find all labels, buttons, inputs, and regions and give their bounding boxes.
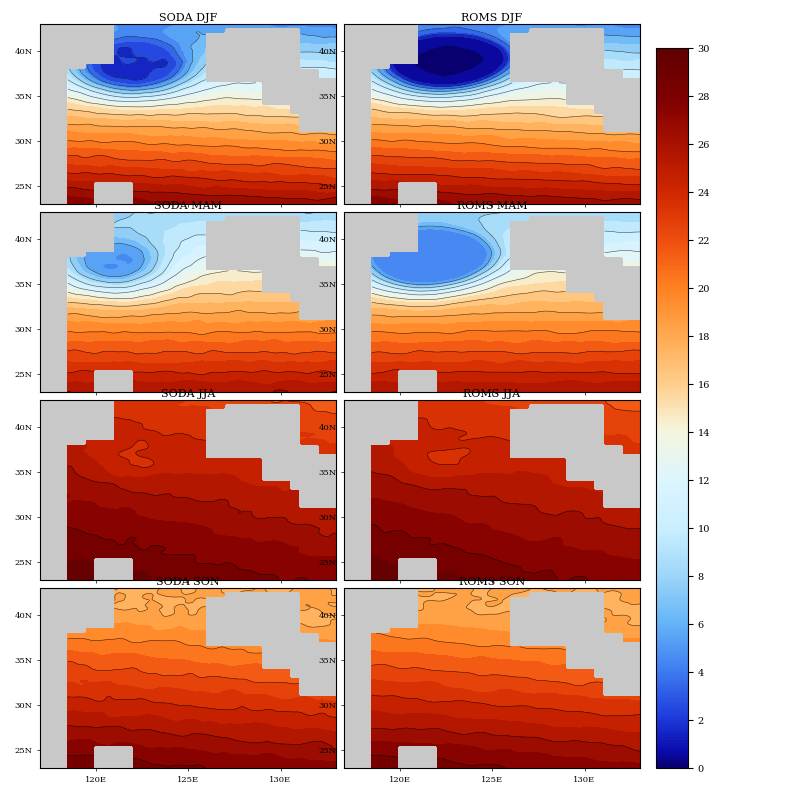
Title: ROMS JJA: ROMS JJA — [463, 390, 521, 399]
Title: ROMS MAM: ROMS MAM — [457, 202, 527, 211]
Title: SODA DJF: SODA DJF — [159, 14, 217, 23]
Title: ROMS DJF: ROMS DJF — [462, 14, 522, 23]
Title: SODA MAM: SODA MAM — [154, 202, 222, 211]
Title: SODA JJA: SODA JJA — [161, 390, 215, 399]
Title: SODA SON: SODA SON — [156, 578, 220, 587]
Title: ROMS SON: ROMS SON — [459, 578, 525, 587]
